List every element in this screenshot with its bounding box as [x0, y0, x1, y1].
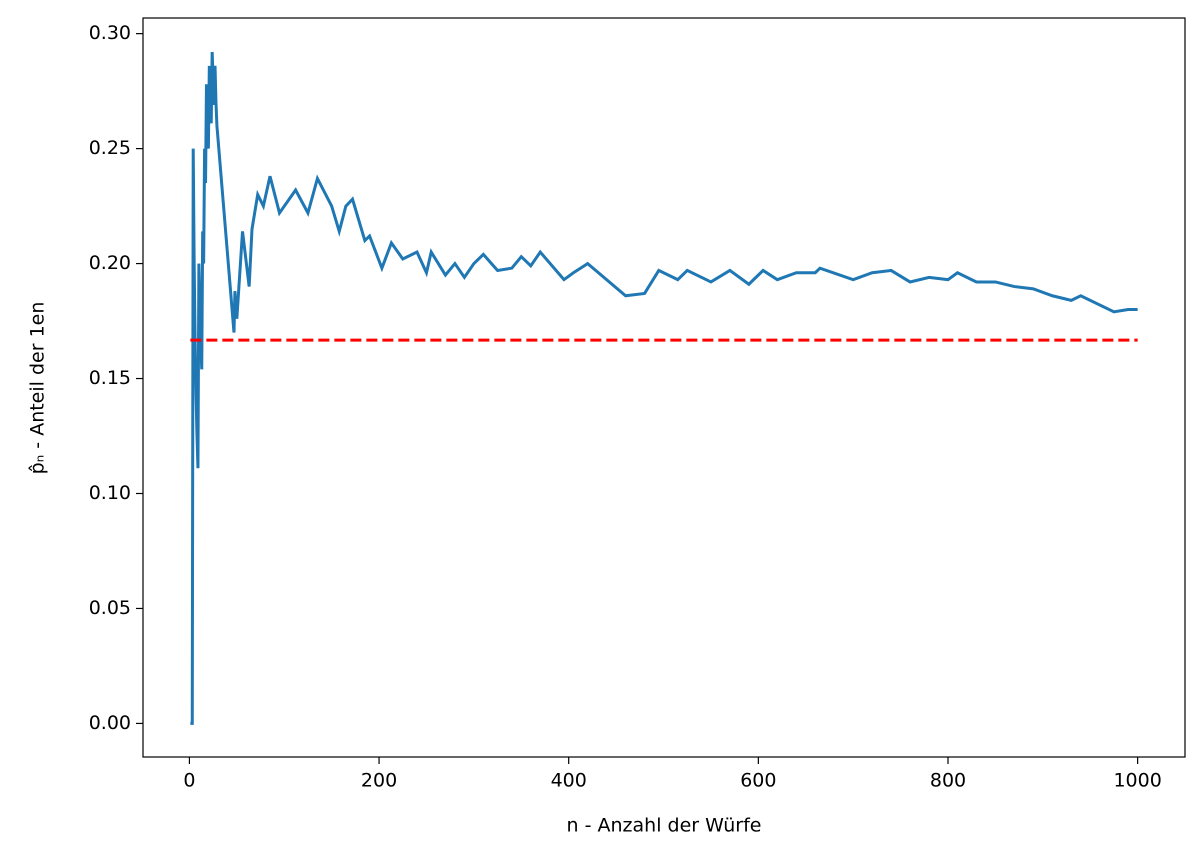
x-axis-label: n - Anzahl der Würfe — [567, 815, 762, 837]
x-tick-label: 800 — [930, 770, 966, 792]
x-tick-label: 1000 — [1113, 770, 1161, 792]
x-tick-label: 0 — [183, 770, 195, 792]
y-axis-label: p̂ₙ - Anteil der 1en — [27, 302, 49, 475]
y-tick-label: 0.00 — [89, 712, 131, 734]
y-tick-label: 0.30 — [89, 22, 131, 44]
x-tick-label: 400 — [551, 770, 587, 792]
x-tick-label: 600 — [740, 770, 776, 792]
y-tick-label: 0.25 — [89, 137, 131, 159]
y-tick-label: 0.05 — [89, 597, 131, 619]
data-line — [190, 51, 1138, 725]
y-tick-label: 0.10 — [89, 482, 131, 504]
y-tick-label: 0.20 — [89, 252, 131, 274]
x-tick-label: 200 — [361, 770, 397, 792]
plot-frame — [142, 17, 1186, 758]
y-tick-label: 0.15 — [89, 367, 131, 389]
